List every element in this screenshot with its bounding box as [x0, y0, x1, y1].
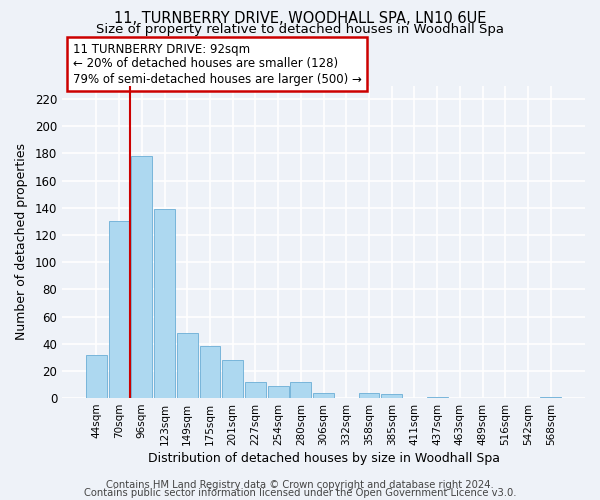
Bar [177, 333, 198, 398]
Y-axis label: Number of detached properties: Number of detached properties [15, 144, 28, 340]
Bar [541, 396, 561, 398]
Bar [200, 346, 220, 398]
Text: Contains public sector information licensed under the Open Government Licence v3: Contains public sector information licen… [84, 488, 516, 498]
X-axis label: Distribution of detached houses by size in Woodhall Spa: Distribution of detached houses by size … [148, 452, 500, 465]
Bar [86, 354, 107, 398]
Bar [154, 209, 175, 398]
Bar [222, 360, 243, 398]
Bar [359, 392, 379, 398]
Text: Contains HM Land Registry data © Crown copyright and database right 2024.: Contains HM Land Registry data © Crown c… [106, 480, 494, 490]
Text: Size of property relative to detached houses in Woodhall Spa: Size of property relative to detached ho… [96, 22, 504, 36]
Bar [313, 392, 334, 398]
Bar [245, 382, 266, 398]
Bar [427, 396, 448, 398]
Text: 11, TURNBERRY DRIVE, WOODHALL SPA, LN10 6UE: 11, TURNBERRY DRIVE, WOODHALL SPA, LN10 … [114, 11, 486, 26]
Bar [381, 394, 402, 398]
Text: 11 TURNBERRY DRIVE: 92sqm
← 20% of detached houses are smaller (128)
79% of semi: 11 TURNBERRY DRIVE: 92sqm ← 20% of detac… [73, 42, 362, 86]
Bar [290, 382, 311, 398]
Bar [131, 156, 152, 398]
Bar [109, 222, 130, 398]
Bar [268, 386, 289, 398]
